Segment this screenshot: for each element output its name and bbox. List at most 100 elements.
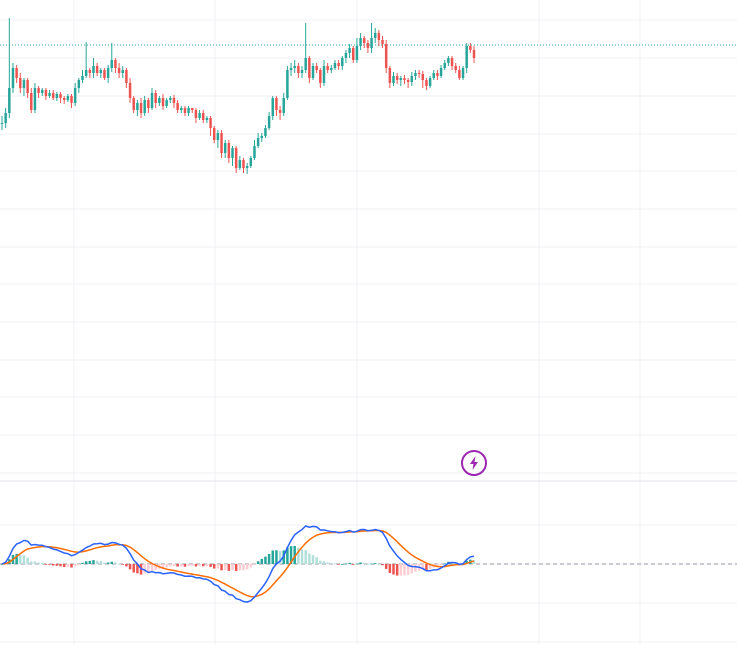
- price-pane[interactable]: [0, 18, 737, 174]
- macd-histogram-bar[interactable]: [55, 564, 59, 566]
- macd-histogram-bar[interactable]: [37, 562, 40, 564]
- macd-histogram-bar[interactable]: [180, 564, 183, 567]
- candle[interactable]: [143, 96, 146, 116]
- macd-histogram-bar[interactable]: [234, 564, 238, 572]
- candle[interactable]: [352, 46, 355, 63]
- macd-histogram-bar[interactable]: [293, 546, 296, 564]
- candle[interactable]: [234, 146, 238, 173]
- macd-histogram-bar[interactable]: [275, 550, 278, 564]
- macd-histogram-bar[interactable]: [0, 564, 4, 565]
- candle[interactable]: [410, 72, 414, 86]
- candle[interactable]: [30, 88, 33, 113]
- candle[interactable]: [432, 70, 435, 80]
- macd-histogram-bar[interactable]: [194, 564, 198, 567]
- candle[interactable]: [399, 76, 403, 86]
- macd-histogram-bar[interactable]: [169, 564, 172, 567]
- macd-histogram-bar[interactable]: [187, 564, 190, 567]
- candle[interactable]: [183, 106, 187, 116]
- candle[interactable]: [216, 130, 220, 148]
- candle[interactable]: [125, 68, 128, 88]
- candle[interactable]: [205, 116, 209, 123]
- macd-histogram-bar[interactable]: [260, 558, 264, 564]
- candle[interactable]: [59, 92, 62, 103]
- macd-histogram-bar[interactable]: [344, 563, 348, 565]
- candle[interactable]: [286, 66, 289, 100]
- macd-histogram-bar[interactable]: [355, 563, 359, 565]
- macd-histogram-bar[interactable]: [330, 563, 333, 565]
- macd-histogram-bar[interactable]: [48, 564, 51, 565]
- candle[interactable]: [238, 156, 242, 170]
- candle[interactable]: [362, 36, 366, 48]
- candle[interactable]: [359, 33, 362, 50]
- macd-histogram-bar[interactable]: [33, 561, 37, 564]
- macd-histogram-bar[interactable]: [436, 564, 439, 567]
- candle[interactable]: [150, 88, 154, 110]
- candle[interactable]: [461, 66, 465, 80]
- candle[interactable]: [289, 63, 293, 76]
- candle[interactable]: [403, 75, 406, 84]
- candle[interactable]: [447, 56, 450, 66]
- candle[interactable]: [249, 156, 253, 168]
- candle[interactable]: [472, 46, 476, 63]
- candle[interactable]: [428, 76, 432, 88]
- candle[interactable]: [158, 96, 161, 106]
- candle[interactable]: [187, 106, 190, 116]
- candle[interactable]: [450, 56, 454, 70]
- candle[interactable]: [311, 63, 315, 80]
- macd-histogram-bar[interactable]: [165, 564, 168, 568]
- macd-histogram-bar[interactable]: [201, 564, 205, 567]
- macd-histogram-bar[interactable]: [183, 564, 187, 567]
- candle[interactable]: [275, 96, 278, 116]
- macd-histogram-bar[interactable]: [297, 547, 300, 564]
- macd-histogram-bar[interactable]: [59, 564, 62, 567]
- candle[interactable]: [300, 66, 304, 78]
- candle[interactable]: [425, 78, 428, 90]
- macd-pane[interactable]: [0, 525, 737, 603]
- macd-histogram-bar[interactable]: [19, 554, 22, 564]
- candle[interactable]: [62, 96, 66, 104]
- macd-histogram-bar[interactable]: [395, 564, 399, 576]
- macd-histogram-bar[interactable]: [341, 563, 344, 565]
- candle[interactable]: [11, 63, 15, 93]
- macd-histogram-bar[interactable]: [30, 561, 33, 564]
- macd-histogram-bar[interactable]: [110, 561, 114, 564]
- candle[interactable]: [421, 71, 425, 88]
- candle[interactable]: [201, 110, 205, 123]
- candle[interactable]: [48, 90, 51, 98]
- candle[interactable]: [22, 78, 26, 96]
- candle[interactable]: [264, 125, 267, 138]
- candle[interactable]: [110, 43, 114, 72]
- candle[interactable]: [341, 56, 344, 70]
- macd-histogram-bar[interactable]: [465, 560, 468, 564]
- candle[interactable]: [326, 63, 329, 73]
- macd-histogram-bar[interactable]: [220, 564, 223, 571]
- macd-histogram-bar[interactable]: [84, 561, 88, 564]
- macd-histogram-bar[interactable]: [253, 564, 256, 565]
- macd-histogram-bar[interactable]: [370, 563, 373, 565]
- macd-histogram-bar[interactable]: [267, 553, 271, 564]
- candle[interactable]: [267, 112, 271, 130]
- candle[interactable]: [88, 68, 92, 78]
- macd-histogram-bar[interactable]: [352, 564, 355, 565]
- macd-histogram-bar[interactable]: [172, 564, 176, 567]
- candle[interactable]: [278, 106, 282, 120]
- candle[interactable]: [355, 38, 359, 63]
- macd-histogram-bar[interactable]: [388, 564, 392, 574]
- macd-histogram-bar[interactable]: [150, 564, 154, 571]
- candle[interactable]: [66, 94, 70, 102]
- macd-histogram-bar[interactable]: [147, 564, 150, 574]
- candle[interactable]: [344, 50, 348, 63]
- candle[interactable]: [348, 44, 351, 58]
- candle[interactable]: [297, 63, 300, 78]
- candle[interactable]: [70, 94, 73, 108]
- macd-histogram-bar[interactable]: [238, 564, 242, 571]
- candle[interactable]: [132, 96, 135, 113]
- macd-histogram-bar[interactable]: [70, 564, 73, 568]
- candle[interactable]: [191, 108, 194, 113]
- macd-histogram-bar[interactable]: [359, 562, 362, 564]
- macd-histogram-bar[interactable]: [392, 564, 395, 575]
- candle[interactable]: [26, 78, 29, 98]
- candle[interactable]: [165, 98, 168, 108]
- macd-histogram-bar[interactable]: [311, 555, 315, 564]
